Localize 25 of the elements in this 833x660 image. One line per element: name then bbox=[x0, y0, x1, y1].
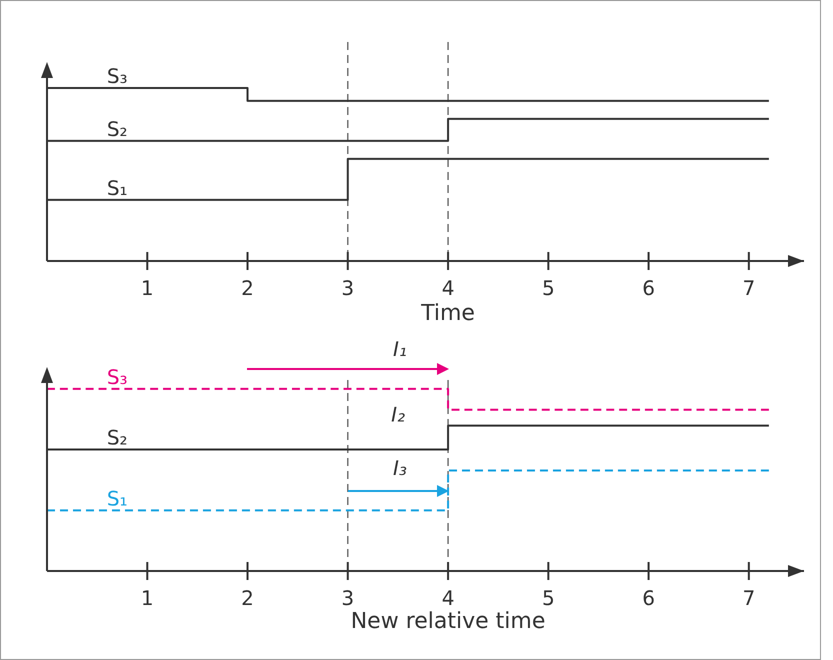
series-label: S₂ bbox=[106, 426, 128, 450]
series-label: S₃ bbox=[106, 64, 128, 88]
x-tick-label: 7 bbox=[742, 586, 756, 610]
x-tick-label: 2 bbox=[241, 586, 254, 610]
series-label: S₂ bbox=[106, 116, 128, 141]
x-tick-label: 3 bbox=[341, 276, 354, 300]
x-axis-title: New relative time bbox=[350, 609, 546, 634]
x-tick-label: 2 bbox=[241, 276, 254, 300]
text: I₁ bbox=[393, 337, 407, 361]
x-tick-label: 4 bbox=[442, 276, 454, 300]
x-tick-label: 1 bbox=[140, 586, 154, 610]
x-tick-label: 5 bbox=[542, 276, 555, 300]
x-tick-label: 6 bbox=[642, 276, 655, 300]
x-tick-label: 1 bbox=[140, 276, 154, 300]
x-axis-title: Time bbox=[420, 301, 475, 326]
x-tick-label: 4 bbox=[442, 586, 454, 610]
annotation: I₂ bbox=[391, 402, 406, 427]
x-tick-label: 5 bbox=[542, 586, 555, 610]
series-label: S₁ bbox=[106, 176, 128, 200]
annotation: I₃ bbox=[393, 456, 407, 480]
x-tick-label: 6 bbox=[642, 586, 655, 610]
series-label: S₁ bbox=[106, 486, 128, 510]
x-tick-label: 3 bbox=[341, 586, 354, 610]
series-label: S₃ bbox=[106, 364, 128, 389]
x-tick-label: 7 bbox=[742, 276, 756, 300]
